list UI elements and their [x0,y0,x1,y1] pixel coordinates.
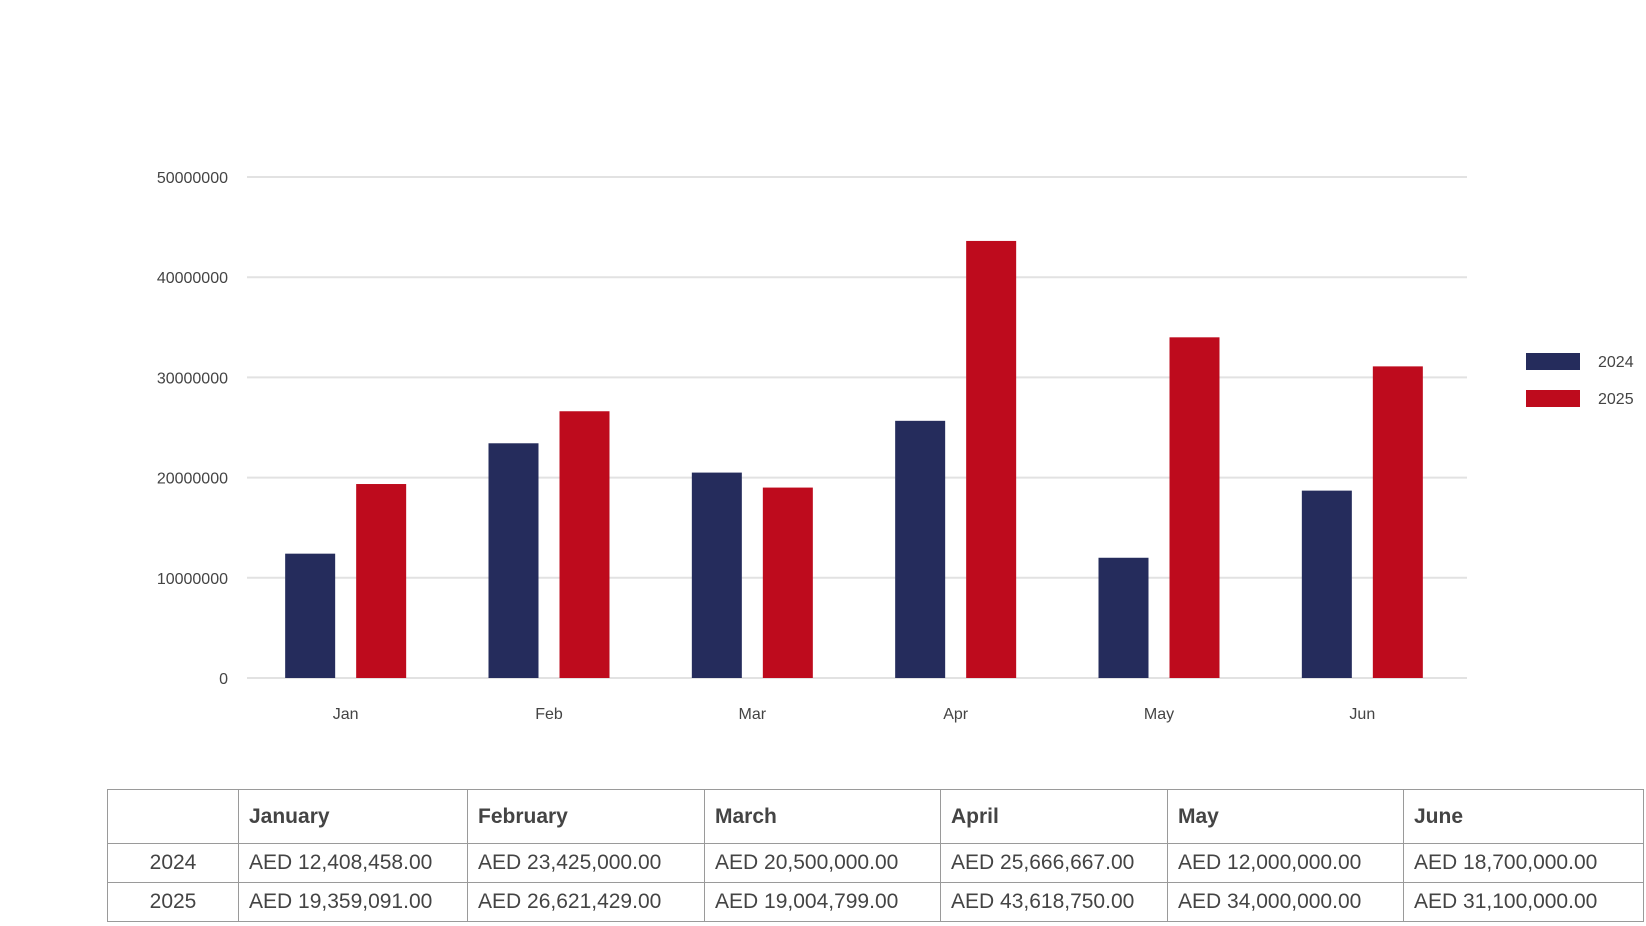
table-header-cell: February [467,789,705,844]
table-header-cell: June [1403,789,1644,844]
y-tick-label: 30000000 [157,370,228,387]
x-tick-label: Mar [739,706,767,723]
bar-2024-jun [1301,490,1352,678]
bar-2025-may [1169,337,1220,678]
table-cell: AED 26,621,429.00 [467,882,705,922]
legend-swatch-2024 [1526,353,1580,370]
data-table: January February March April May June 20… [107,789,1644,922]
table-cell: AED 25,666,667.00 [940,843,1168,883]
table-row-label: 2024 [107,843,239,883]
table-row: 2024 AED 12,408,458.00 AED 23,425,000.00… [107,843,1644,883]
bar-2024-may [1098,557,1149,678]
bar-2025-apr [966,240,1017,678]
table-cell: AED 18,700,000.00 [1403,843,1644,883]
x-tick-label: Jan [333,706,359,723]
table-header-cell: March [704,789,941,844]
bar-2025-jun [1372,366,1423,678]
table-header-cell: April [940,789,1168,844]
table-cell: AED 12,000,000.00 [1167,843,1404,883]
table-header-cell: January [238,789,468,844]
table-cell: AED 31,100,000.00 [1403,882,1644,922]
y-tick-label: 0 [219,671,228,688]
bar-2024-apr [895,420,946,678]
x-tick-label: Jun [1349,706,1375,723]
x-tick-label: May [1144,706,1174,723]
legend-label-2024: 2024 [1598,354,1634,371]
bar-2024-jan [285,553,336,678]
table-row-label: 2025 [107,882,239,922]
table-cell: AED 19,004,799.00 [704,882,941,922]
grid-lines [247,176,1467,679]
table-row: 2025 AED 19,359,091.00 AED 26,621,429.00… [107,882,1644,922]
y-axis-ticks: 0 10000000 20000000 30000000 40000000 5000000… [157,170,228,688]
bar-2025-feb [559,411,610,678]
legend-swatch-2025 [1526,390,1580,407]
y-tick-label: 20000000 [157,471,228,488]
table-cell: AED 23,425,000.00 [467,843,705,883]
bar-2025-jan [356,484,407,678]
bar-2024-feb [488,443,539,678]
bar-2024-mar [691,472,742,678]
table-cell: AED 19,359,091.00 [238,882,468,922]
legend-label-2025: 2025 [1598,391,1634,408]
x-tick-label: Feb [535,706,563,723]
y-tick-label: 10000000 [157,571,228,588]
table-cell: AED 20,500,000.00 [704,843,941,883]
bar-2025-mar [762,487,813,678]
table-header-cell: May [1167,789,1404,844]
table-cell: AED 34,000,000.00 [1167,882,1404,922]
bar-chart: 0 10000000 20000000 30000000 40000000 5000000… [157,170,1634,723]
table-header-corner [107,789,239,844]
table-cell: AED 12,408,458.00 [238,843,468,883]
y-tick-label: 40000000 [157,270,228,287]
y-tick-label: 50000000 [157,170,228,187]
table-header-row: January February March April May June [107,789,1644,844]
legend: 2024 2025 [1526,353,1634,408]
bars [285,240,1423,678]
x-tick-label: Apr [943,706,969,723]
table-cell: AED 43,618,750.00 [940,882,1168,922]
x-axis-ticks: Jan Feb Mar Apr May Jun [333,706,1375,723]
